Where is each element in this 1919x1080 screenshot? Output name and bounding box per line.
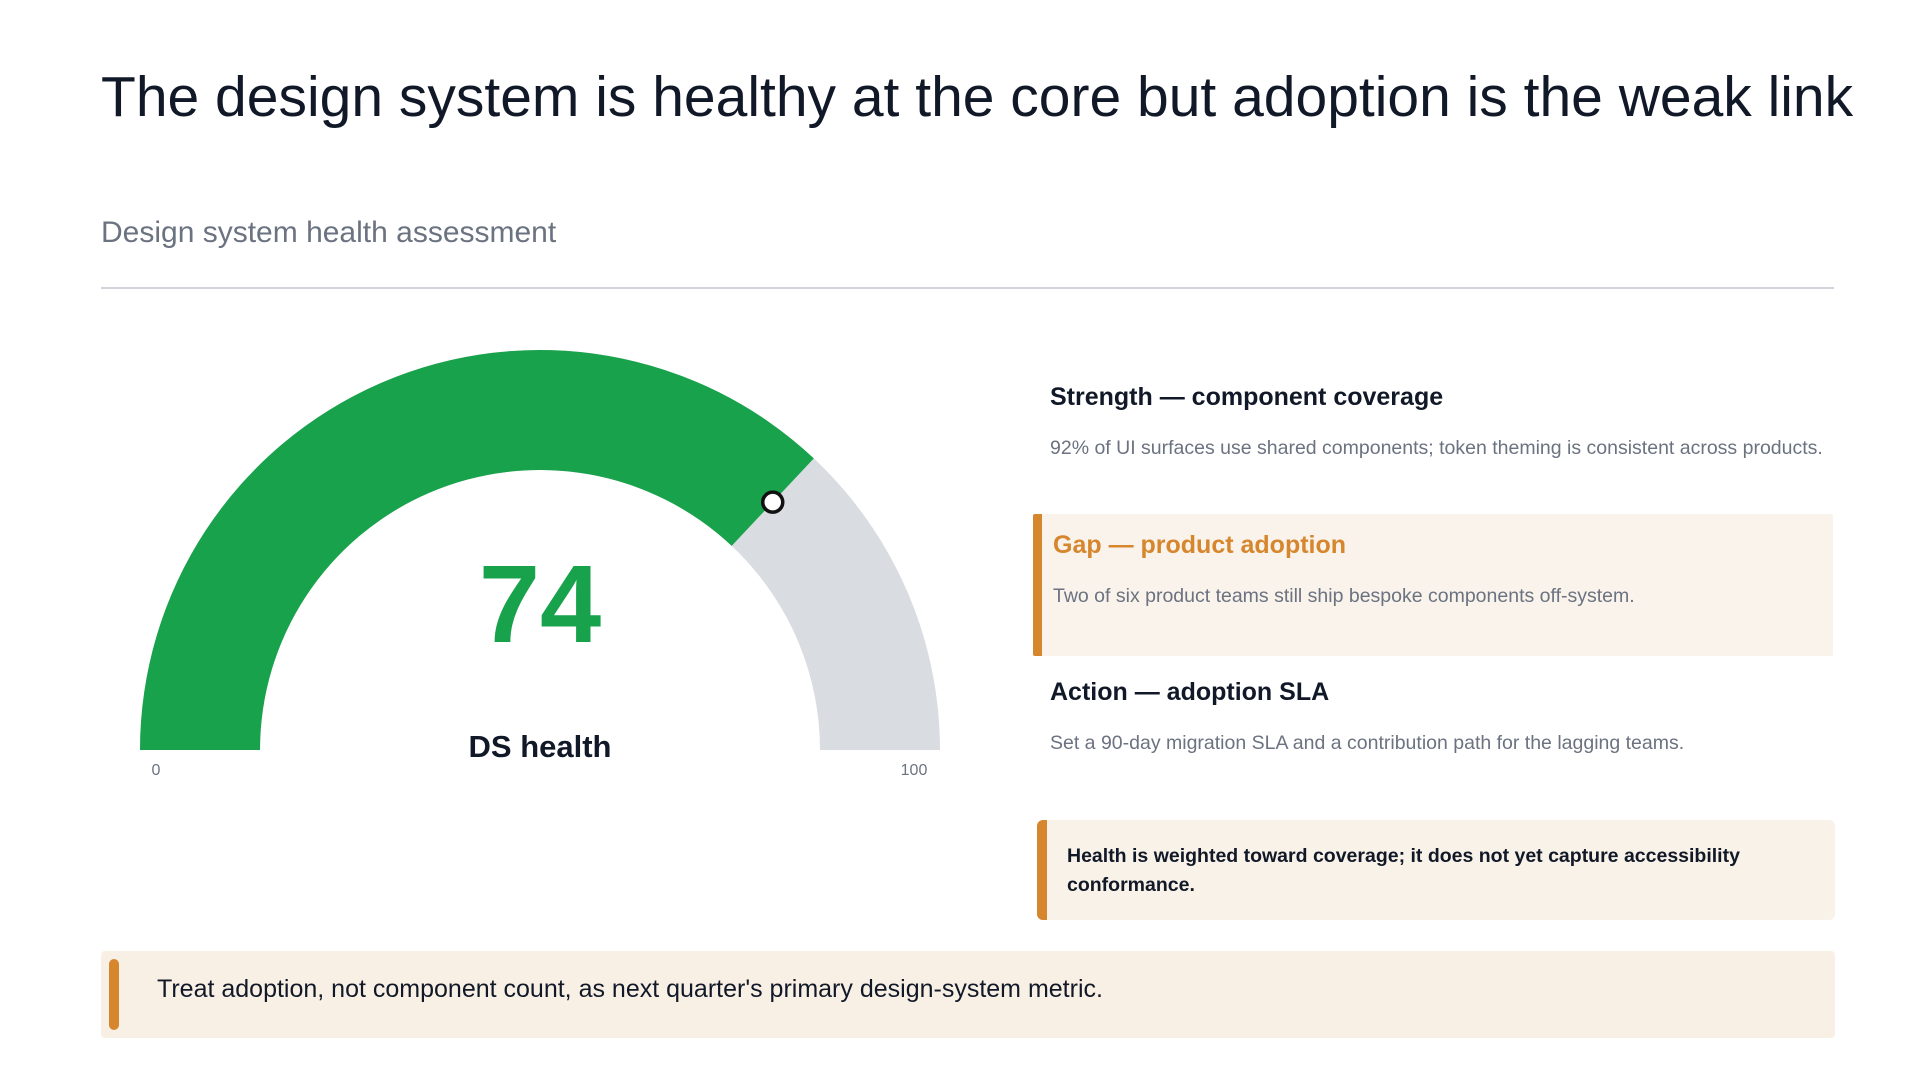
note-text: Health is weighted toward coverage; it d… <box>1067 845 1740 896</box>
finding-action: Action — adoption SLA Set a 90-day migra… <box>1050 678 1840 758</box>
gauge-max-label: 100 <box>901 762 928 779</box>
gauge-label: DS health <box>469 729 612 764</box>
divider <box>101 287 1834 289</box>
gauge-value-arc <box>140 349 814 750</box>
finding-strength: Strength — component coverage 92% of UI … <box>1050 383 1840 463</box>
note-accent-bar <box>1037 820 1047 920</box>
gauge-value: 74 <box>479 543 601 666</box>
takeaway-text: Treat adoption, not component count, as … <box>157 975 1103 1003</box>
caveat-note: Health is weighted toward coverage; it d… <box>1037 820 1835 920</box>
finding-strength-heading: Strength — component coverage <box>1050 383 1444 411</box>
page-subtitle: Design system health assessment <box>101 216 557 249</box>
gauge-chart: 74 DS health 0 100 <box>120 340 960 800</box>
takeaway-accent-bar <box>109 959 119 1030</box>
gauge-marker <box>760 490 785 514</box>
finding-strength-body: 92% of UI surfaces use shared components… <box>1050 437 1823 459</box>
page-title: The design system is healthy at the core… <box>101 65 1854 129</box>
takeaway-callout: Treat adoption, not component count, as … <box>101 951 1835 1038</box>
gauge-min-label: 0 <box>152 762 161 779</box>
finding-action-body: Set a 90-day migration SLA and a contrib… <box>1050 732 1685 754</box>
finding-gap-heading: Gap — product adoption <box>1053 531 1347 559</box>
finding-action-heading: Action — adoption SLA <box>1050 678 1330 706</box>
finding-gap: Gap — product adoption Two of six produc… <box>1033 514 1833 656</box>
finding-gap-body: Two of six product teams still ship besp… <box>1053 585 1635 607</box>
gauge-svg: 74 DS health 0 100 <box>140 349 940 779</box>
